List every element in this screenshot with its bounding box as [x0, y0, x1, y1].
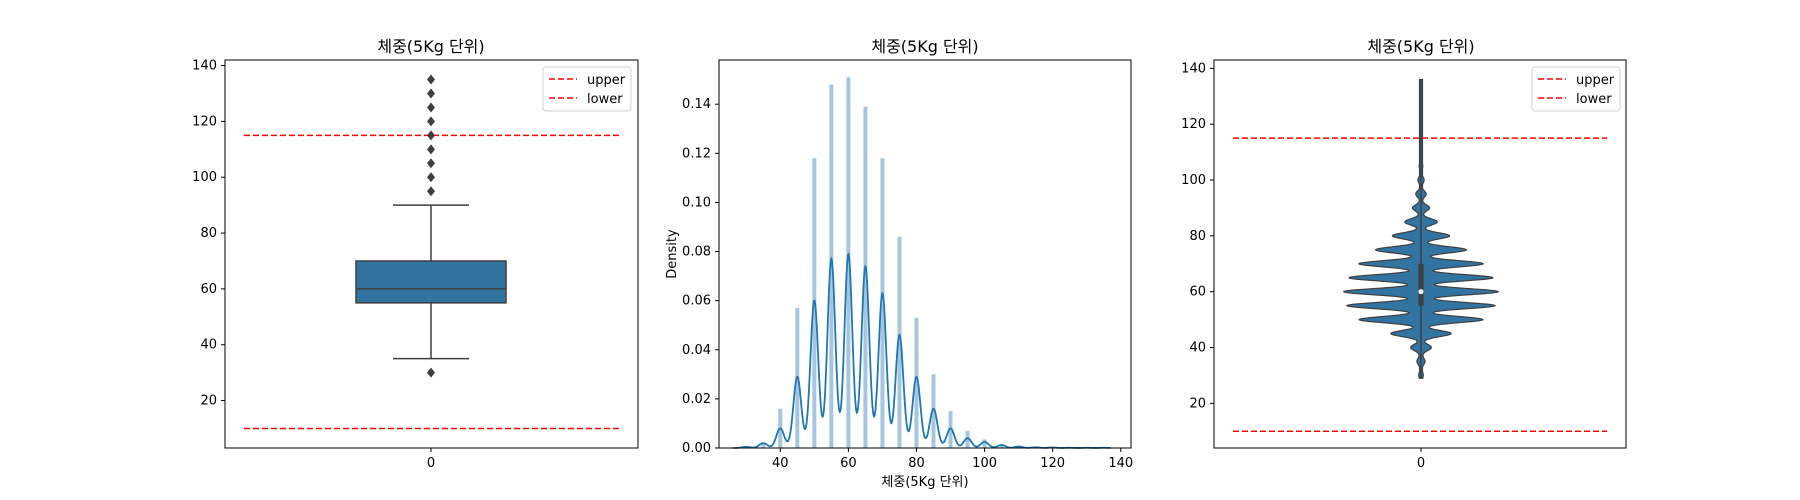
- y-tick-label: 0.10: [682, 195, 711, 210]
- y-tick-label: 60: [1189, 285, 1206, 300]
- legend-lower-label: lower: [1576, 92, 1612, 107]
- x-tick-label: 140: [1108, 456, 1133, 471]
- outlier-point: [427, 172, 435, 183]
- legend-box: [1531, 66, 1621, 112]
- y-tick-label: 40: [200, 338, 217, 353]
- y-tick-label: 0.14: [682, 97, 711, 112]
- histogram-bar: [880, 158, 885, 448]
- y-tick-label: 140: [1181, 61, 1206, 76]
- y-tick-label: 0.12: [682, 146, 711, 161]
- y-tick-label: 0.00: [682, 441, 711, 456]
- legend-upper-label: upper: [587, 73, 626, 88]
- x-tick-label: 60: [840, 456, 857, 471]
- y-tick-label: 20: [1189, 396, 1206, 411]
- violin-x-tick: 0: [1417, 456, 1425, 471]
- violin-title: 체중(5Kg 단위): [1367, 37, 1474, 56]
- violin-legend: upper lower: [1531, 66, 1621, 112]
- y-tick-label: 140: [192, 59, 217, 74]
- legend-upper-label: upper: [1576, 73, 1615, 88]
- outlier-point: [427, 158, 435, 169]
- outlier-point: [427, 116, 435, 127]
- y-tick-label: 0.08: [682, 245, 711, 260]
- y-tick-label: 40: [1189, 341, 1206, 356]
- histogram-bar: [863, 106, 868, 448]
- boxplot-title: 체중(5Kg 단위): [377, 37, 484, 56]
- x-tick-label: 80: [908, 456, 925, 471]
- y-tick-label: 80: [200, 226, 217, 241]
- histogram-y-label: Density: [665, 229, 680, 279]
- x-tick-label: 40: [772, 456, 789, 471]
- outlier-point: [427, 74, 435, 85]
- boxplot-panel: 체중(5Kg 단위) 20 40 60 80 100 120 140 0 upper low…: [192, 37, 639, 471]
- y-tick-label: 120: [1181, 117, 1206, 132]
- outlier-point: [427, 102, 435, 113]
- legend-lower-label: lower: [587, 92, 623, 107]
- x-tick-label: 120: [1040, 456, 1065, 471]
- histogram-title: 체중(5Kg 단위): [871, 37, 978, 56]
- histogram-bar: [846, 77, 851, 448]
- violin-panel: 체중(5Kg 단위) 20 40 60 80 100 120 140 0 upper low…: [1181, 37, 1627, 471]
- histogram-x-label: 체중(5Kg 단위): [881, 475, 968, 490]
- violin-frame: [1213, 59, 1627, 449]
- histogram-bar: [999, 444, 1004, 448]
- box-iqr: [355, 260, 507, 304]
- histogram-bar: [982, 439, 987, 448]
- histogram-bar: [897, 236, 902, 448]
- y-tick-label: 0.02: [682, 392, 711, 407]
- outlier-point: [427, 186, 435, 197]
- histogram-panel: 체중(5Kg 단위) 0.00 0.02 0.04 0.06 0.08 0.10 0.12 0…: [665, 37, 1133, 490]
- y-tick-label: 0.06: [682, 294, 711, 309]
- y-tick-label: 80: [1189, 229, 1206, 244]
- outlier-point: [427, 144, 435, 155]
- boxplot-legend: upper lower: [542, 66, 632, 112]
- y-tick-label: 120: [192, 114, 217, 129]
- violin-median-point: [1418, 289, 1424, 295]
- legend-box: [542, 66, 632, 112]
- histogram-bar: [931, 374, 936, 448]
- histogram-bar: [829, 84, 834, 449]
- y-tick-label: 0.04: [682, 343, 711, 358]
- y-tick-label: 20: [200, 394, 217, 409]
- boxplot-x-tick: 0: [427, 456, 435, 471]
- y-tick-label: 60: [200, 282, 217, 297]
- outlier-point: [427, 367, 435, 378]
- boxplot-frame: [224, 59, 639, 449]
- y-tick-label: 100: [192, 170, 217, 185]
- x-tick-label: 100: [972, 456, 997, 471]
- histogram-bar: [965, 430, 970, 448]
- y-tick-label: 100: [1181, 173, 1206, 188]
- histogram-bar: [914, 317, 919, 448]
- histogram-bar: [761, 443, 766, 448]
- histogram-frame: [718, 59, 1132, 449]
- outlier-point: [427, 130, 435, 141]
- outlier-point: [427, 88, 435, 99]
- histogram-bar: [948, 411, 953, 448]
